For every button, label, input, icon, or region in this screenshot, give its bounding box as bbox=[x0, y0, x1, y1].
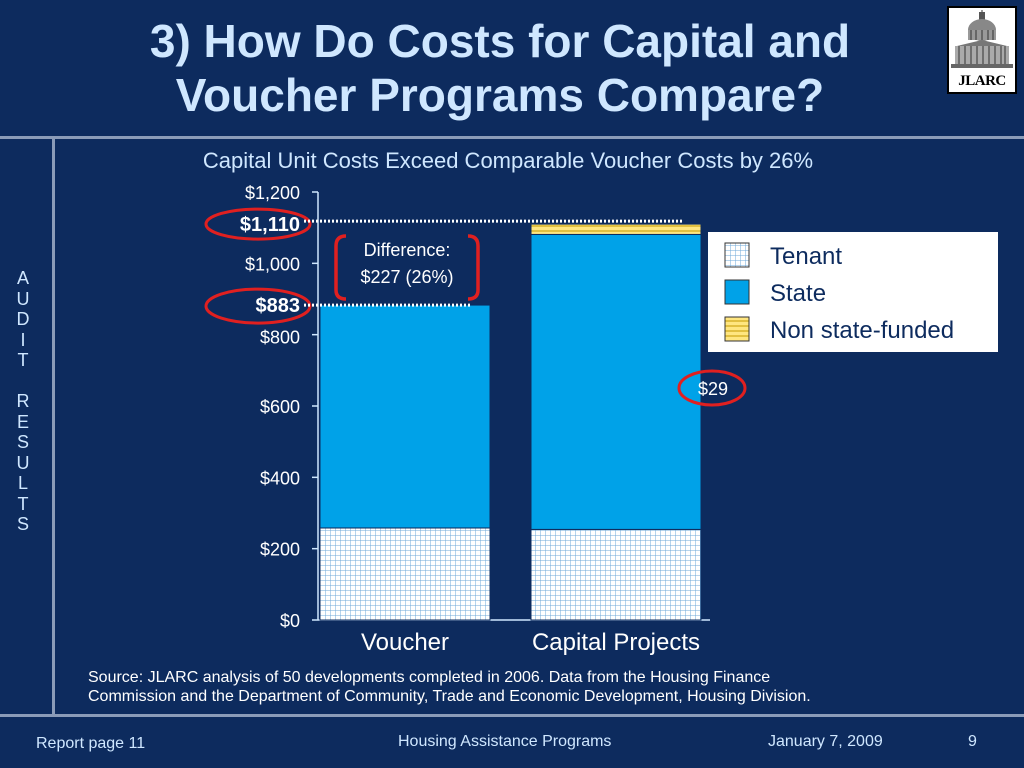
legend-swatch bbox=[724, 279, 750, 305]
x-tick-label: Voucher bbox=[361, 629, 449, 656]
side-letter: S bbox=[16, 514, 29, 534]
side-letter: R bbox=[16, 391, 30, 411]
side-letter: I bbox=[20, 329, 26, 350]
footer-page-number: 9 bbox=[968, 733, 977, 750]
source-line-1: Source: JLARC analysis of 50 development… bbox=[88, 669, 771, 686]
side-letter: U bbox=[16, 288, 30, 309]
side-letter: U bbox=[16, 452, 30, 473]
highlight-circle-segment bbox=[677, 369, 747, 407]
annotations: $1,110 $883 Difference: $227 (26%) $29 bbox=[204, 207, 747, 407]
difference-value: $227 (26%) bbox=[360, 267, 453, 287]
source-note: Source: JLARC analysis of 50 development… bbox=[88, 668, 1008, 706]
cost-chart: Capital Unit Costs Exceed Comparable Vou… bbox=[203, 148, 1000, 656]
jlarc-logo: JLARC bbox=[947, 6, 1017, 94]
bar-segment-state bbox=[319, 304, 491, 529]
y-tick-label: $1,200 bbox=[245, 183, 300, 203]
footer-program: Housing Assistance Programs bbox=[398, 733, 612, 750]
y-tick-label: $400 bbox=[260, 468, 300, 488]
y-tick-label: $800 bbox=[260, 328, 300, 348]
y-tick-label: $200 bbox=[260, 540, 300, 560]
source-line-2: Commission and the Department of Communi… bbox=[88, 688, 811, 705]
bars bbox=[319, 223, 702, 621]
side-letter: A bbox=[16, 268, 29, 288]
y-tick-label: $0 bbox=[280, 611, 300, 631]
highlight-circle-capital bbox=[204, 207, 312, 241]
chart-title: Capital Unit Costs Exceed Comparable Vou… bbox=[203, 148, 813, 173]
legend-box bbox=[706, 230, 1000, 354]
bottom-divider bbox=[0, 714, 1024, 717]
legend-label: State bbox=[770, 280, 826, 307]
capitol-building-icon bbox=[951, 10, 1013, 68]
left-divider bbox=[52, 139, 55, 714]
side-letter: L bbox=[17, 473, 28, 493]
side-letter: D bbox=[16, 309, 30, 329]
legend: Tenant State Non state-funded bbox=[706, 230, 1000, 354]
legend-swatch bbox=[724, 316, 750, 342]
bar-segment-state bbox=[530, 233, 702, 530]
slide-title: 3) How Do Costs for Capital and Voucher … bbox=[60, 14, 940, 122]
side-letter: T bbox=[17, 350, 29, 370]
segment-label-non-state: $29 bbox=[698, 379, 728, 399]
bracket-right bbox=[467, 234, 480, 301]
bar-segment-tenant bbox=[530, 528, 702, 621]
title-line-1: 3) How Do Costs for Capital and bbox=[149, 15, 851, 67]
x-axis: Voucher Capital Projects bbox=[361, 629, 700, 656]
bar-segment-non-state-funded bbox=[530, 223, 702, 235]
x-tick-label: Capital Projects bbox=[532, 629, 700, 656]
total-label-voucher: $883 bbox=[256, 295, 301, 317]
footer-report-page: Report page 11 bbox=[36, 735, 146, 752]
side-letter: T bbox=[17, 493, 29, 514]
footer-date: January 7, 2009 bbox=[768, 733, 883, 750]
legend-swatch bbox=[724, 242, 750, 268]
side-letter: E bbox=[16, 411, 29, 432]
y-tick-label: $1,000 bbox=[245, 254, 300, 274]
bracket-left bbox=[334, 234, 347, 301]
legend-label: Tenant bbox=[770, 243, 842, 270]
bar-segment-tenant bbox=[319, 527, 491, 621]
legend-label: Non state-funded bbox=[770, 317, 954, 344]
y-tick-label: $600 bbox=[260, 397, 300, 417]
difference-label: Difference: bbox=[364, 240, 451, 260]
title-line-2: Voucher Programs Compare? bbox=[175, 69, 825, 121]
top-divider bbox=[0, 136, 1024, 139]
logo-text: JLARC bbox=[958, 73, 1006, 89]
total-label-capital: $1,110 bbox=[240, 214, 300, 236]
side-letter: S bbox=[16, 432, 29, 452]
